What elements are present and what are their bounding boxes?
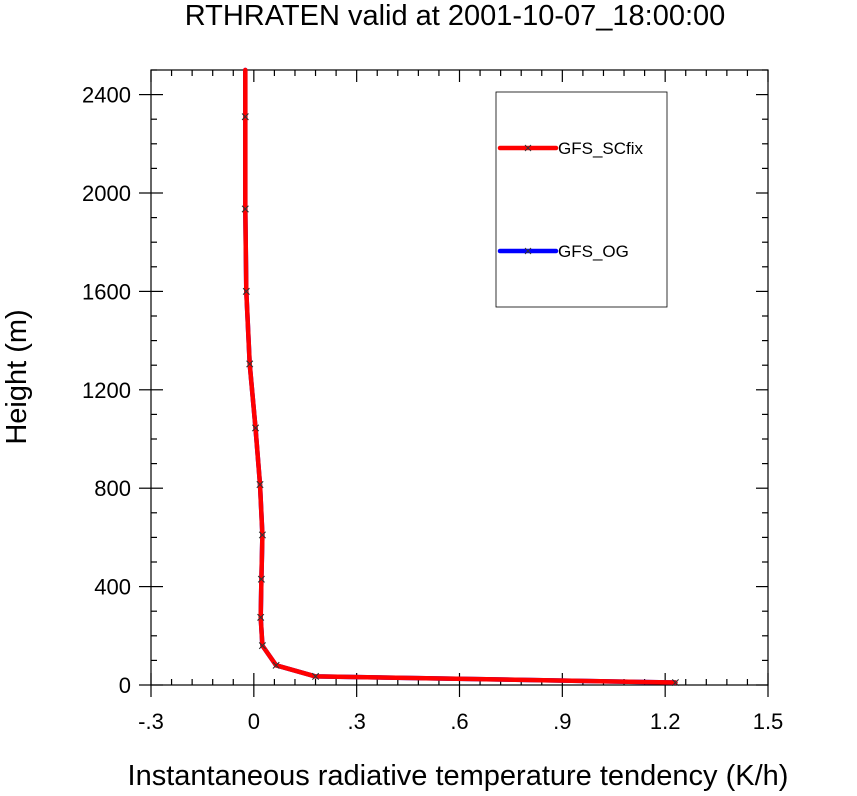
legend: GFS_SCfix GFS_OG: [495, 91, 668, 308]
legend-label: GFS_OG: [558, 242, 629, 261]
data-point-marker: [256, 480, 264, 489]
chart-title: RTHRATEN valid at 2001-10-07_18:00:00: [185, 0, 726, 32]
data-point-marker: [257, 613, 265, 621]
x-tick-label: .9: [553, 709, 571, 734]
y-tick-label: 800: [94, 476, 131, 501]
data-point-marker: [251, 424, 260, 432]
plot-area: -.3 0 .3 .6 .9 1.2 1.5 0 400 800 1200 1600 2000 2400: [82, 67, 784, 734]
data-point-marker: [272, 661, 280, 669]
x-tick-label: 1.2: [650, 709, 681, 734]
x-tick-label: -.3: [138, 709, 164, 734]
y-tick-label: 0: [119, 673, 131, 698]
data-point-marker: [258, 531, 266, 539]
data-point-marker: [258, 642, 266, 650]
legend-label: GFS_SCfix: [558, 139, 644, 158]
data-point-marker: [242, 287, 250, 295]
data-point-marker: [257, 575, 265, 583]
data-point-marker: [241, 205, 249, 213]
legend-marker: [524, 247, 532, 255]
legend-marker: [524, 144, 532, 152]
legend-box: [495, 91, 668, 308]
y-tick-label: 400: [94, 575, 131, 600]
y-tick-label: 1200: [82, 378, 131, 403]
x-tick-label: 0: [248, 709, 260, 734]
x-tick-label: 1.5: [753, 709, 784, 734]
y-tick-label: 2400: [82, 83, 131, 108]
data-point-marker: [671, 678, 680, 687]
x-tick-label: .3: [347, 709, 365, 734]
series-line-GFS_SCfix: [243, 67, 678, 685]
y-axis-label: Height (m): [1, 309, 33, 444]
y-tick-label: 1600: [82, 279, 131, 304]
data-point-marker: [246, 360, 254, 368]
y-tick-label: 2000: [82, 181, 131, 206]
x-axis-label: Instantaneous radiative temperature tend…: [128, 760, 789, 792]
data-point-marker: [241, 113, 249, 121]
data-point-marker: [311, 672, 320, 680]
x-tick-label: .6: [450, 709, 468, 734]
